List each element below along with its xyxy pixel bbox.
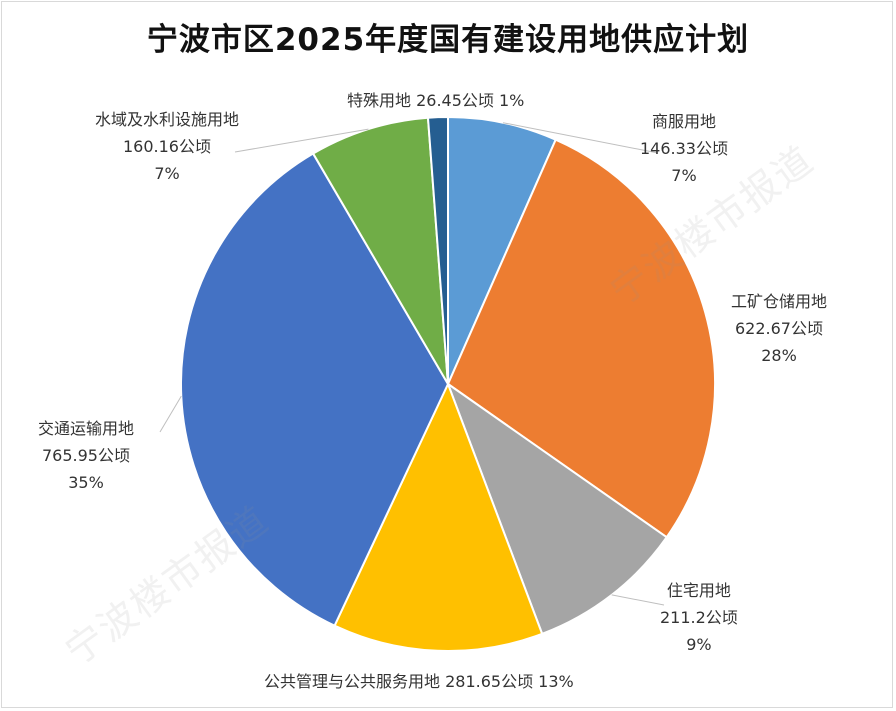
- chart-title: 宁波市区2025年度国有建设用地供应计划: [146, 22, 750, 58]
- leader-line-2: [611, 594, 665, 606]
- data-label-residential: 住宅用地 211.2公顷 9%: [660, 577, 738, 658]
- slice-percent: 7%: [671, 166, 697, 185]
- data-label-commercial: 商服用地 146.33公顷 7%: [640, 108, 728, 189]
- pie-slice-6: [426, 115, 449, 385]
- slice-label-line: 特殊用地 26.45公顷 1%: [347, 91, 525, 110]
- data-label-industrial: 工矿仓储用地 622.67公顷 28%: [731, 288, 827, 369]
- slice-area: 622.67公顷: [735, 319, 823, 338]
- pie-slice-5: [311, 116, 449, 385]
- pie-slice-1: [446, 138, 716, 539]
- slice-area: 211.2公顷: [660, 608, 738, 627]
- slice-area: 160.16公顷: [123, 137, 211, 156]
- slice-percent: 28%: [761, 346, 797, 365]
- slice-percent: 35%: [68, 473, 104, 492]
- slice-name: 商服用地: [651, 112, 716, 131]
- leader-line-5: [234, 128, 369, 153]
- slice-area: 146.33公顷: [640, 139, 728, 158]
- data-label-public: 公共管理与公共服务用地 281.65公顷 13%: [264, 668, 574, 695]
- leader-line-0: [502, 122, 659, 154]
- data-label-special: 特殊用地 26.45公顷 1%: [347, 87, 524, 114]
- slice-percent: 7%: [154, 164, 180, 183]
- slice-name: 工矿仓储用地: [731, 292, 828, 311]
- leader-line-4: [159, 395, 182, 433]
- slice-name: 水域及水利设施用地: [95, 110, 240, 129]
- slice-name: 住宅用地: [666, 581, 731, 600]
- data-label-transport: 交通运输用地 765.95公顷 35%: [38, 415, 134, 496]
- data-label-water: 水域及水利设施用地 160.16公顷 7%: [95, 106, 239, 187]
- slice-label-line: 公共管理与公共服务用地 281.65公顷 13%: [264, 672, 574, 691]
- slice-name: 交通运输用地: [38, 419, 135, 438]
- slice-area: 765.95公顷: [42, 446, 130, 465]
- pie-slice-3: [333, 381, 544, 652]
- slice-percent: 9%: [686, 635, 712, 654]
